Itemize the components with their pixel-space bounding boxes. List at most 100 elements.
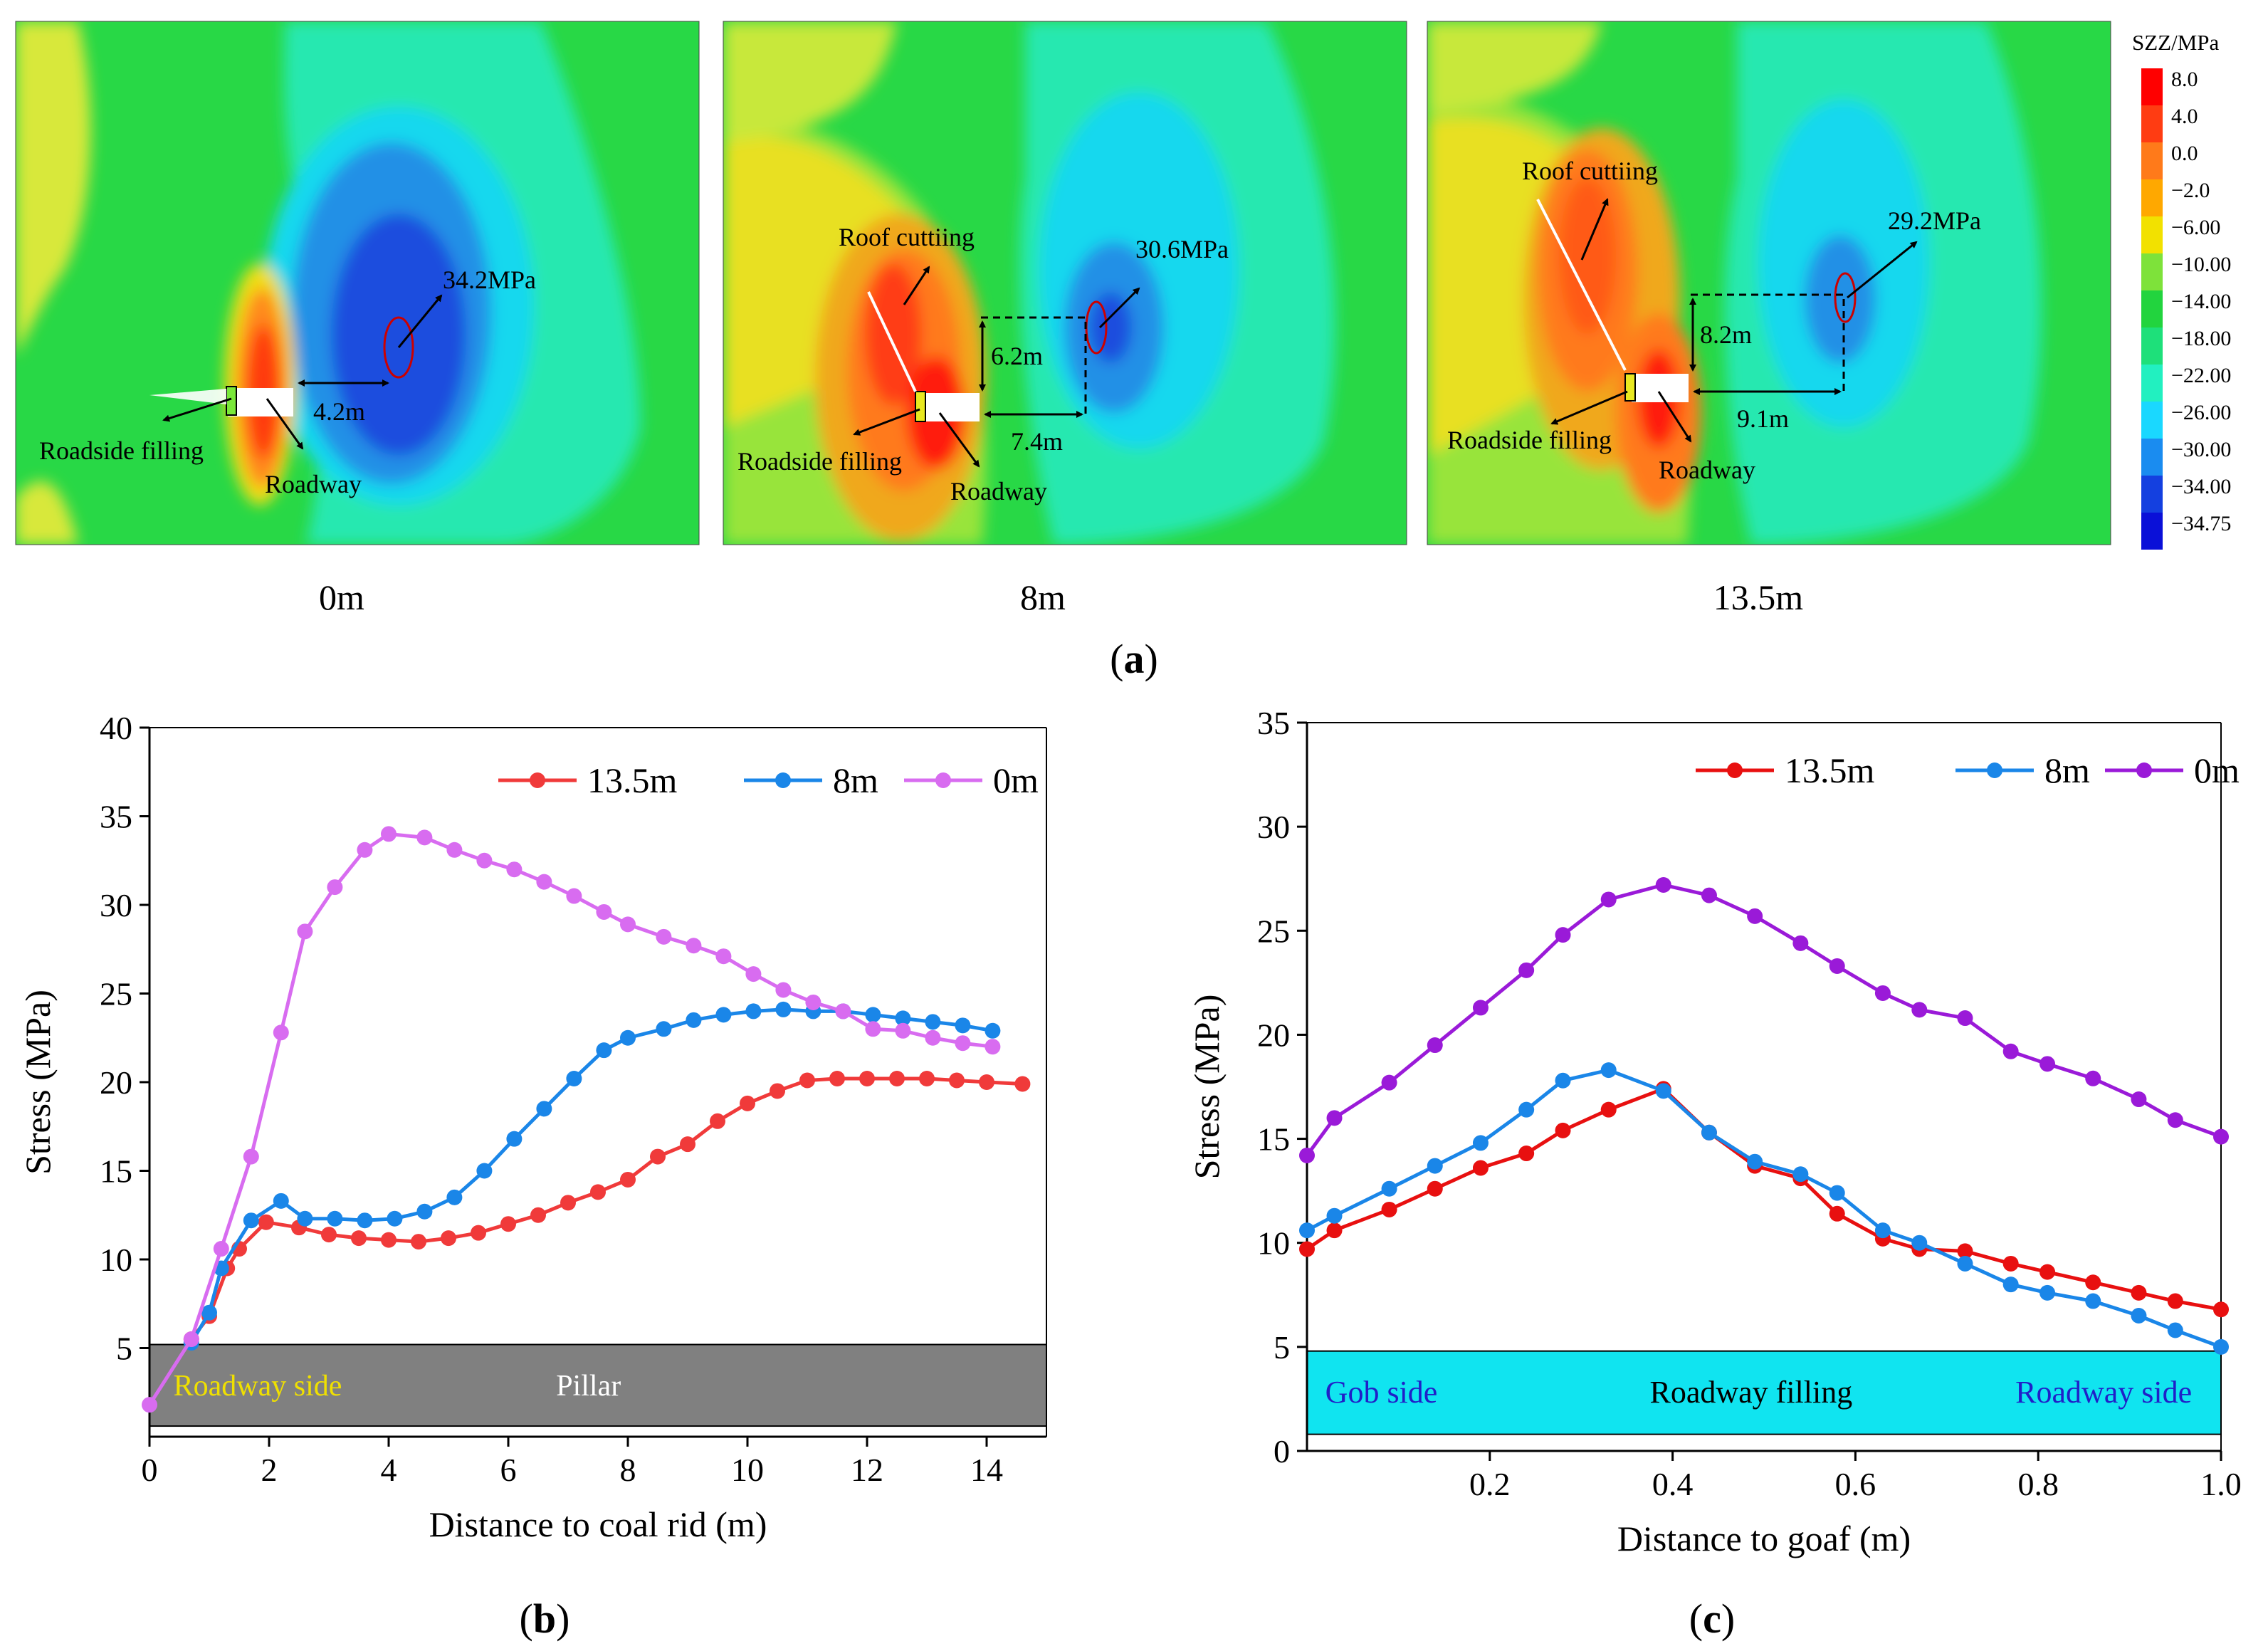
series-line-0m	[147, 832, 993, 1406]
data-point-0m	[2167, 1112, 2183, 1128]
color-bar-swatch	[2141, 513, 2163, 550]
y-axis-title: Stress (MPa)	[18, 990, 58, 1175]
color-bar-tick: 8.0	[2171, 68, 2198, 91]
color-bar-swatch	[2141, 105, 2163, 142]
map-caption-0m: 0m	[319, 577, 364, 617]
data-point-0m	[536, 874, 552, 890]
color-bar-swatch	[2141, 439, 2163, 476]
horizontal-distance-label: 7.4m	[1011, 427, 1063, 456]
data-point-13.5m	[2085, 1274, 2101, 1291]
data-point-8m	[775, 1001, 792, 1017]
map-caption-8m: 8m	[1020, 577, 1066, 617]
band-label: Roadway filling	[1650, 1375, 1853, 1410]
data-point-8m	[985, 1022, 1001, 1039]
data-point-13.5m	[381, 1232, 397, 1248]
horizontal-distance-label: 9.1m	[1737, 404, 1789, 433]
data-point-13.5m	[471, 1225, 486, 1241]
data-point-8m	[1655, 1083, 1671, 1099]
data-point-13.5m	[258, 1214, 274, 1230]
data-point-0m	[835, 1003, 851, 1020]
data-point-13.5m	[1299, 1241, 1315, 1257]
roof-cutting-label: Roof cuttiing	[1522, 157, 1658, 185]
color-bar-swatch	[2141, 402, 2163, 439]
data-point-0m	[446, 842, 463, 858]
legend-marker	[1987, 762, 2002, 778]
data-point-8m	[1600, 1062, 1617, 1079]
data-point-0m	[2213, 1128, 2229, 1145]
color-bar-swatch	[2141, 68, 2163, 105]
data-point-0m	[1381, 1074, 1397, 1091]
data-point-8m	[2131, 1308, 2147, 1324]
data-point-13.5m	[590, 1184, 606, 1200]
data-point-8m	[476, 1163, 493, 1179]
data-point-8m	[1792, 1166, 1809, 1183]
data-point-0m	[775, 982, 792, 998]
color-bar-swatch	[2141, 216, 2163, 253]
data-point-0m	[1555, 927, 1571, 943]
data-point-13.5m	[620, 1171, 636, 1188]
data-point-8m	[387, 1210, 403, 1227]
data-point-13.5m	[351, 1230, 367, 1247]
data-point-13.5m	[530, 1207, 546, 1223]
color-bar-swatch	[2141, 290, 2163, 327]
series-line-0m	[1305, 883, 2222, 1157]
data-point-0m	[1299, 1147, 1315, 1163]
band-label: Roadway side	[174, 1370, 342, 1403]
data-point-8m	[446, 1189, 463, 1205]
color-bar-tick: −10.00	[2171, 253, 2231, 276]
data-point-13.5m	[710, 1113, 725, 1129]
data-point-13.5m	[919, 1071, 935, 1087]
color-bar-tick: −18.00	[2171, 327, 2231, 350]
panel-c-label: (c)	[1689, 1595, 1736, 1642]
x-tick-label: 0.8	[2017, 1466, 2059, 1502]
y-tick-label: 15	[1257, 1121, 1290, 1158]
data-point-13.5m	[2213, 1301, 2229, 1318]
data-point-0m	[506, 861, 523, 878]
y-tick-label: 0	[1274, 1433, 1290, 1469]
data-point-0m	[2085, 1070, 2101, 1086]
data-point-0m	[865, 1021, 881, 1037]
data-point-13.5m	[1326, 1222, 1343, 1239]
series-line-13.5m	[1306, 1086, 2222, 1311]
data-point-13.5m	[1518, 1146, 1535, 1162]
data-point-0m	[1427, 1037, 1443, 1054]
data-point-13.5m	[740, 1095, 755, 1111]
series-line-8m	[189, 1007, 993, 1344]
data-point-0m	[327, 879, 343, 896]
data-point-8m	[243, 1212, 259, 1229]
data-point-13.5m	[1472, 1160, 1489, 1176]
vertical-distance-label: 8.2m	[1700, 320, 1752, 349]
x-tick-label: 6	[500, 1452, 517, 1488]
roadway-label: Roadway	[1659, 456, 1755, 484]
series-line-13.5m	[189, 1076, 1023, 1341]
color-bar-swatch	[2141, 476, 2163, 513]
series-line-8m	[1306, 1068, 2222, 1349]
data-point-8m	[865, 1007, 881, 1023]
contour-panel: 34.2MPa 4.2m Roadside filling Roadway	[15, 21, 2231, 550]
data-point-0m	[1747, 908, 1763, 924]
data-point-8m	[1957, 1255, 1973, 1272]
contour-map-0m: 34.2MPa 4.2m Roadside filling Roadway	[15, 21, 700, 545]
y-tick-label: 40	[100, 710, 132, 746]
data-point-13.5m	[1829, 1205, 1845, 1222]
data-point-13.5m	[1600, 1101, 1617, 1118]
legend-label: 0m	[2194, 750, 2240, 790]
data-point-0m	[955, 1035, 971, 1052]
y-tick-label: 10	[1257, 1225, 1290, 1262]
data-point-13.5m	[979, 1074, 994, 1090]
data-point-13.5m	[680, 1136, 695, 1153]
data-point-0m	[142, 1397, 157, 1413]
y-tick-label: 5	[1274, 1329, 1290, 1366]
band-label: Pillar	[556, 1370, 621, 1403]
x-axis-title: Distance to goaf (m)	[1617, 1519, 1911, 1558]
y-tick-label: 30	[100, 887, 132, 923]
legend-marker	[935, 772, 951, 788]
contour-map-8m: 30.6MPa 6.2m 7.4m Roof cuttiing Roadside…	[723, 21, 1407, 545]
data-point-13.5m	[2002, 1255, 2019, 1272]
data-point-13.5m	[770, 1083, 785, 1099]
data-point-8m	[1701, 1124, 1717, 1141]
color-bar-tick: −26.00	[2171, 401, 2231, 424]
y-tick-label: 20	[100, 1064, 132, 1101]
color-bar-title: SZZ/MPa	[2132, 30, 2220, 55]
